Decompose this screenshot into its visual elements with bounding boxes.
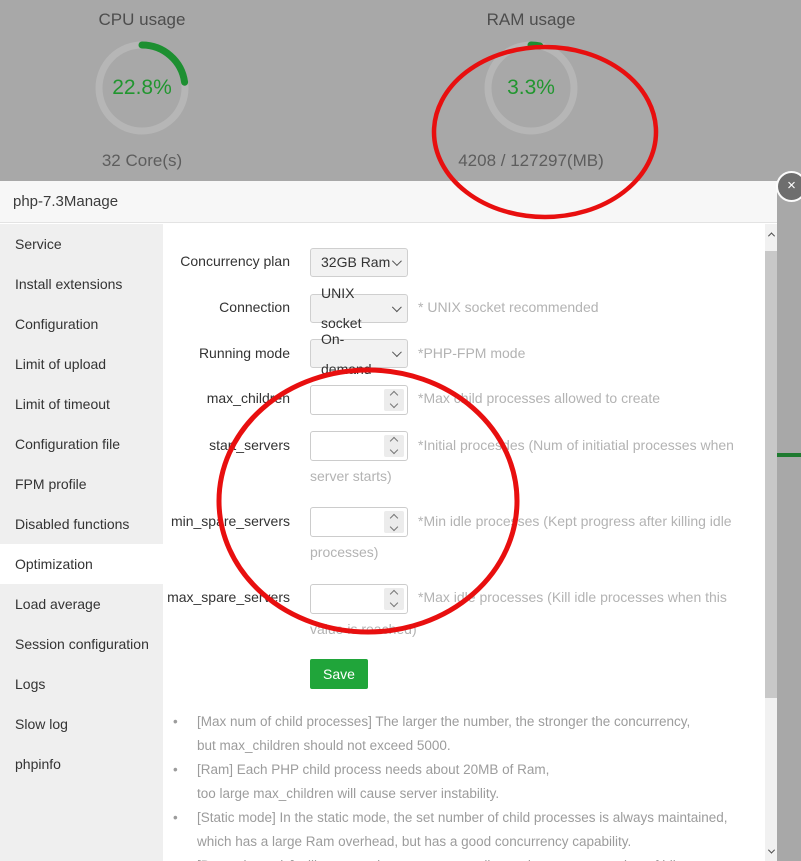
spinner-down-icon <box>389 446 399 455</box>
modal-title: php-7.3Manage <box>13 193 119 210</box>
sidebar-item-configuration[interactable]: Configuration <box>15 316 99 332</box>
number-stepper[interactable] <box>384 511 404 534</box>
sidebar-item-limit-of-timeout[interactable]: Limit of timeout <box>15 396 110 412</box>
min-spare-servers-label: min_spare_servers <box>170 512 290 529</box>
connection-hint: * UNIX socket recommended <box>418 298 599 315</box>
scroll-up-icon <box>767 231 775 239</box>
form-row-running-mode: Running mode On-demand *PHP-FPM mode <box>163 331 765 377</box>
optimization-panel: Concurrency plan 32GB Ram Connection UNI… <box>163 224 765 861</box>
ram-amount-label: 4208 / 127297(MB) <box>458 151 604 170</box>
ram-gauge: RAM usage 3.3% 4208 / 127297(MB) <box>421 10 641 171</box>
php-manage-modal: php-7.3Manage × Service Install extensio… <box>0 173 801 861</box>
start-servers-label: start_servers <box>209 436 290 453</box>
concurrency-plan-select[interactable]: 32GB Ram <box>310 247 408 277</box>
save-button[interactable]: Save <box>310 658 368 689</box>
running-mode-label: Running mode <box>198 344 290 361</box>
sidebar-item-configuration-file[interactable]: Configuration file <box>15 436 121 452</box>
form-row-start-servers: start_servers *Initial procesdes (Num of… <box>163 430 765 491</box>
chevron-down-icon <box>392 301 402 312</box>
spinner-down-icon <box>389 522 399 532</box>
sidebar-item-phpinfo[interactable]: phpinfo <box>15 756 61 772</box>
max-children-label: max_children <box>206 390 290 407</box>
modal-header: php-7.3Manage × <box>0 173 801 223</box>
sidebar: Service Install extensions Configuration… <box>0 224 163 861</box>
modal-body: Service Install extensions Configuration… <box>0 224 777 861</box>
sidebar-item-optimization[interactable]: Optimization <box>0 544 163 584</box>
connection-label: Connection <box>219 298 290 315</box>
spinner-down-icon <box>389 399 399 409</box>
sidebar-item-disabled-functions[interactable]: Disabled functions <box>15 516 130 532</box>
running-mode-select[interactable]: On-demand <box>310 331 408 377</box>
form-row-max-children: max_children *Max child processes allowe… <box>163 383 765 415</box>
background-active-tab-bar <box>777 453 801 457</box>
spinner-up-icon <box>389 589 399 599</box>
concurrency-plan-label: Concurrency plan <box>180 253 290 269</box>
number-stepper[interactable] <box>384 388 404 411</box>
spinner-up-icon <box>389 390 399 400</box>
sidebar-item-limit-of-upload[interactable]: Limit of upload <box>15 356 107 372</box>
note-static-mode: [Static mode] In the static mode, the se… <box>163 806 765 854</box>
note-ram: [Ram] Each PHP child process needs about… <box>163 758 765 806</box>
scroll-down-icon <box>767 846 775 854</box>
ram-gauge-title: RAM usage <box>486 10 576 29</box>
chevron-down-icon <box>391 255 402 266</box>
content-scrollbar[interactable] <box>765 224 777 861</box>
sidebar-item-slow-log[interactable]: Slow log <box>15 716 68 732</box>
running-mode-hint: *PHP-FPM mode <box>418 344 526 361</box>
number-stepper[interactable] <box>384 434 404 457</box>
cpu-usage-value: 22.8% <box>112 76 172 99</box>
sidebar-item-install-extensions[interactable]: Install extensions <box>15 276 123 292</box>
connection-select[interactable]: UNIX socket <box>310 285 408 331</box>
form-row-connection: Connection UNIX socket * UNIX socket rec… <box>163 285 765 331</box>
note-max-children: [Max num of child processes] The larger … <box>163 710 765 758</box>
chevron-down-icon <box>392 347 402 358</box>
note-dynamic-mode: [Dynamic mode] will manage the process a… <box>163 854 765 861</box>
close-icon: × <box>787 177 796 194</box>
sidebar-item-session-configuration[interactable]: Session configuration <box>15 636 149 652</box>
cpu-cores-label: 32 Core(s) <box>101 151 183 170</box>
form-row-concurrency-plan: Concurrency plan 32GB Ram <box>163 246 765 277</box>
ram-usage-value: 3.3% <box>507 76 555 99</box>
sidebar-item-fpm-profile[interactable]: FPM profile <box>15 476 87 492</box>
spinner-down-icon <box>389 598 399 608</box>
spinner-up-icon <box>389 513 399 523</box>
close-button[interactable]: × <box>778 173 801 200</box>
running-mode-value: On-demand <box>321 330 372 377</box>
max-spare-servers-label: max_spare_servers <box>167 589 290 606</box>
optimization-notes: [Max num of child processes] The larger … <box>163 710 765 861</box>
cpu-gauge-ring-icon <box>95 41 189 135</box>
sidebar-item-load-average[interactable]: Load average <box>15 596 101 612</box>
max-children-hint: *Max child processes allowed to create <box>418 390 661 407</box>
connection-value: UNIX socket <box>321 285 362 332</box>
scroll-up-button[interactable] <box>765 224 777 244</box>
concurrency-plan-value: 32GB Ram <box>321 254 391 271</box>
scroll-down-button[interactable] <box>765 841 777 861</box>
form-row-max-spare-servers: max_spare_servers *Max idle processes (K… <box>163 582 765 643</box>
form-row-min-spare-servers: min_spare_servers *Min idle processes (K… <box>163 506 765 567</box>
number-stepper[interactable] <box>384 587 404 610</box>
scrollbar-thumb[interactable] <box>765 251 777 698</box>
cpu-gauge: CPU usage 22.8% 32 Core(s) <box>32 10 252 171</box>
spinner-up-icon <box>389 437 399 446</box>
sidebar-item-service[interactable]: Service <box>15 236 62 252</box>
cpu-gauge-title: CPU usage <box>98 10 186 29</box>
sidebar-item-logs[interactable]: Logs <box>15 676 46 692</box>
